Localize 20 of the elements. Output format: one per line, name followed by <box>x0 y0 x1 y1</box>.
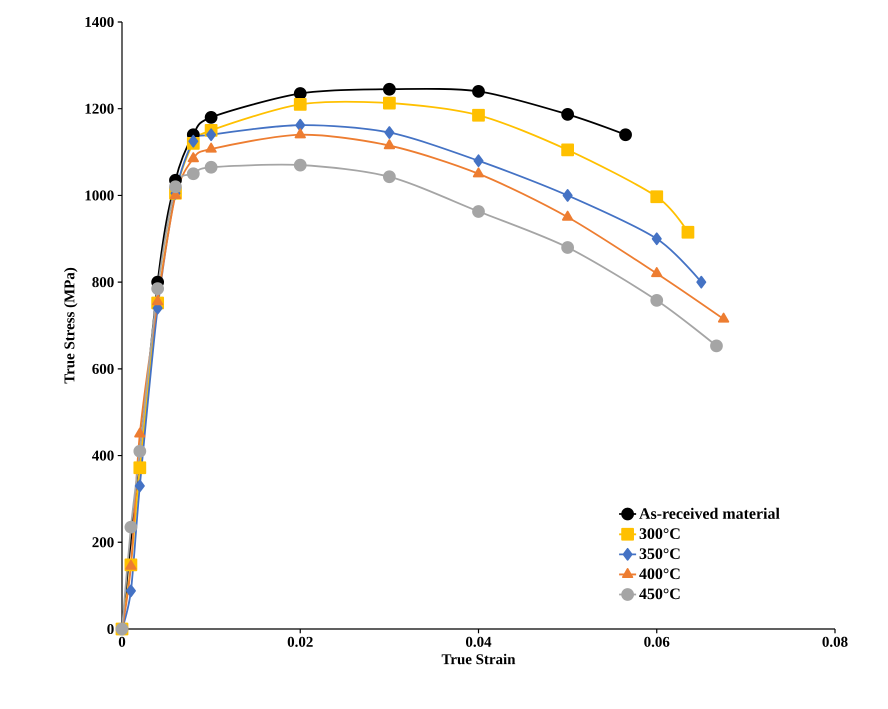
x-tick-label: 0.02 <box>288 636 313 647</box>
legend-label: 450°C <box>639 588 680 600</box>
y-tick-label: 1400 <box>86 16 114 28</box>
x-axis-title: True Strain <box>442 654 516 664</box>
y-tick-label: 1000 <box>86 190 114 200</box>
y-tick-label: 0 <box>107 624 114 634</box>
y-axis-title: True Stress (MPa) <box>64 268 78 384</box>
x-tick-label: 0 <box>118 636 126 647</box>
y-tick-label: 1200 <box>86 104 114 114</box>
legend-label: 400°C <box>639 568 680 580</box>
x-tick-label: 0.06 <box>644 636 670 647</box>
y-tick-label: 600 <box>92 364 114 374</box>
x-tick-label: 0.04 <box>466 636 492 647</box>
y-tick-label: 200 <box>92 537 114 548</box>
legend-label: As-received material <box>639 508 780 519</box>
y-tick-label: 800 <box>92 277 114 288</box>
legend-label: 350°C <box>640 548 680 560</box>
y-tick-label: 400 <box>92 450 114 461</box>
legend-label: 300°C <box>640 528 680 540</box>
x-tick-label: 0.08 <box>822 636 848 647</box>
